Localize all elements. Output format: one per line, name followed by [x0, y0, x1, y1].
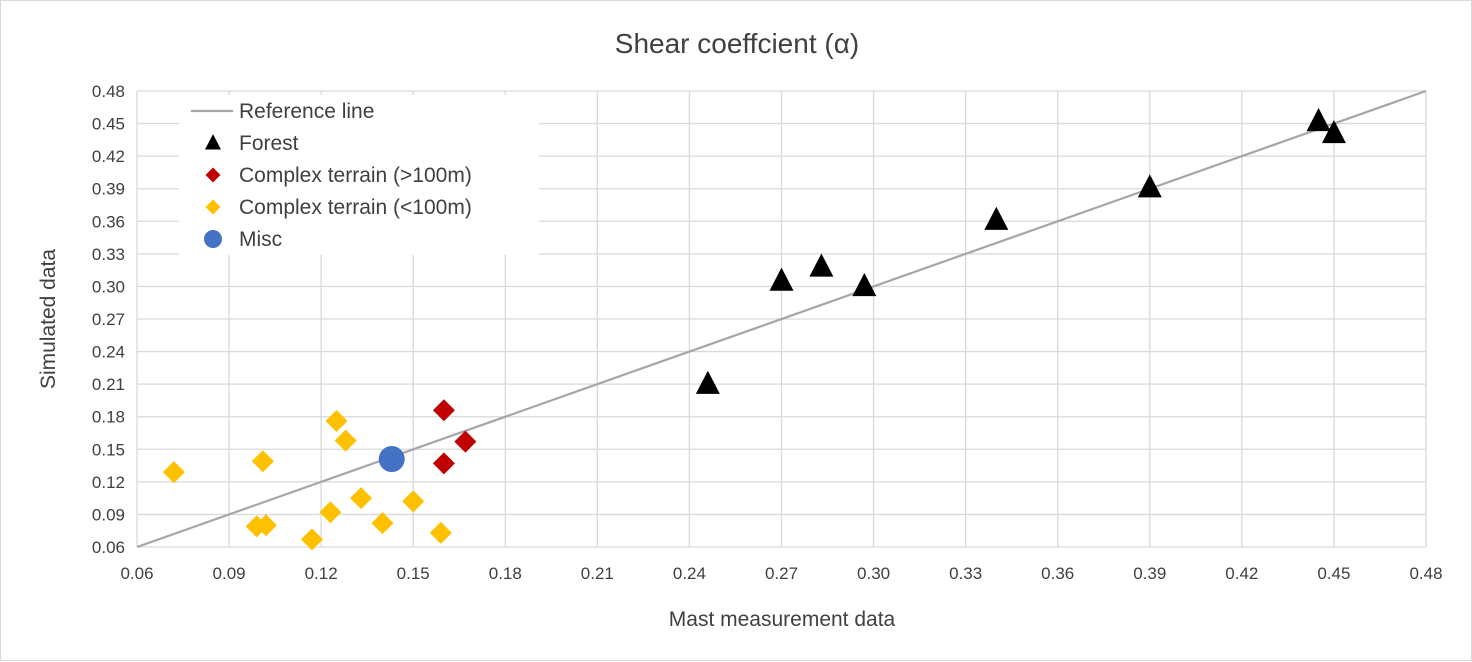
legend-swatch: [205, 134, 221, 150]
y-axis-title: Simulated data: [37, 249, 60, 389]
y-tick-label: 0.09: [92, 505, 125, 524]
y-tick-label: 0.27: [92, 310, 125, 329]
x-tick-label: 0.27: [765, 564, 798, 583]
forest-point: [695, 370, 720, 394]
x-tick-label: 0.21: [581, 564, 614, 583]
x-tick-label: 0.48: [1409, 564, 1442, 583]
forest-point: [1321, 119, 1346, 144]
x-tick-label: 0.12: [305, 564, 338, 583]
x-axis-title: Mast measurement data: [669, 608, 896, 631]
x-tick-label: 0.15: [397, 564, 430, 583]
complex-terrain-100m-point: [162, 461, 185, 484]
x-tick-label: 0.24: [673, 564, 706, 583]
forest-point: [809, 253, 834, 277]
x-tick-label: 0.18: [489, 564, 522, 583]
y-tick-label: 0.33: [92, 245, 125, 264]
y-tick-label: 0.12: [92, 473, 125, 492]
x-tick-label: 0.33: [949, 564, 982, 583]
complex-terrain-100m-point: [319, 501, 342, 524]
forest-point: [769, 267, 794, 291]
legend-swatch: [205, 167, 221, 183]
y-tick-label: 0.45: [92, 115, 125, 134]
legend-background: [179, 95, 539, 255]
x-tick-label: 0.36: [1041, 564, 1074, 583]
complex-terrain-100m-point: [429, 521, 452, 544]
y-tick-label: 0.36: [92, 212, 125, 231]
x-tick-label: 0.30: [857, 564, 890, 583]
y-tick-label: 0.21: [92, 375, 125, 394]
forest-point: [984, 206, 1009, 230]
legend-label: Forest: [239, 132, 299, 155]
tick-labels: 0.06 0.09 0.12 0.15 0.18 0.21 0.24 0.27 0.30 0.33…: [92, 82, 1443, 583]
chart-title: Shear coeffcient (α): [615, 28, 859, 59]
y-tick-label: 0.15: [92, 440, 125, 459]
reference-line: [136, 89, 1427, 549]
complex-terrain-100m-point: [251, 450, 274, 473]
complex-terrain-100m-point: [350, 487, 373, 510]
complex-terrain-100m-point: [432, 399, 455, 422]
complex-terrain-100m-point: [402, 490, 425, 513]
complex-terrain-100m-point: [371, 512, 394, 535]
y-tick-label: 0.30: [92, 277, 125, 296]
legend-swatch: [204, 230, 222, 248]
complex-terrain-100m-point: [325, 410, 348, 433]
gridlines: [136, 90, 1427, 548]
x-tick-label: 0.39: [1133, 564, 1166, 583]
y-tick-label: 0.18: [92, 408, 125, 427]
y-tick-label: 0.48: [92, 82, 125, 101]
legend-label: Complex terrain (>100m): [239, 164, 472, 187]
y-tick-label: 0.42: [92, 147, 125, 166]
complex-terrain-100m-point: [432, 452, 455, 475]
misc-point: [378, 446, 405, 473]
x-tick-label: 0.45: [1317, 564, 1350, 583]
legend-label-reference-line: Reference line: [239, 100, 374, 123]
x-tick-label: 0.42: [1225, 564, 1258, 583]
forest-point: [1306, 108, 1331, 132]
legend-label: Misc: [239, 228, 282, 251]
legend: Reference line Forest Complex terrain (>10…: [191, 100, 472, 251]
forest-point: [852, 273, 877, 297]
y-tick-label: 0.24: [92, 343, 125, 362]
y-tick-label: 0.06: [92, 538, 125, 557]
legend-swatch: [205, 199, 221, 215]
complex-terrain-100m-point: [254, 514, 277, 537]
data-points: [162, 108, 1346, 551]
complex-terrain-100m-point: [300, 528, 323, 551]
y-tick-label: 0.39: [92, 180, 125, 199]
x-tick-label: 0.06: [120, 564, 153, 583]
x-tick-label: 0.09: [213, 564, 246, 583]
complex-terrain-100m-point: [454, 430, 477, 453]
forest-point: [1137, 174, 1162, 198]
reference-line-layer: [136, 89, 1427, 549]
legend-label: Complex terrain (<100m): [239, 196, 472, 219]
complex-terrain-100m-point: [334, 429, 357, 452]
